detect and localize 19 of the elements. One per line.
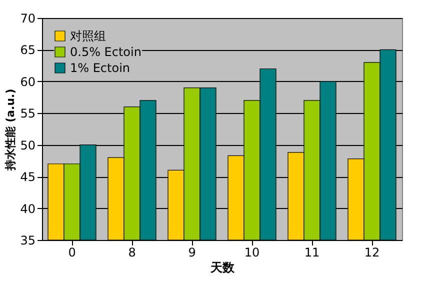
x-tick-label: 11 xyxy=(304,246,320,260)
x-tick-label: 10 xyxy=(244,246,260,260)
y-tick-label: 35 xyxy=(20,234,36,248)
y-tick-label: 50 xyxy=(20,138,36,152)
y-tick-label: 60 xyxy=(20,74,36,89)
x-tick-label: 12 xyxy=(364,246,380,260)
y-tick-label: 55 xyxy=(20,106,36,121)
y-tick-label: 70 xyxy=(20,12,36,26)
x-tick-label: 0 xyxy=(68,246,76,260)
y-tick-label: 65 xyxy=(20,43,36,58)
legend-label: 对照组 xyxy=(70,29,106,43)
x-tick-label: 8 xyxy=(128,246,136,260)
x-tick-label: 9 xyxy=(188,246,196,260)
y-tick-label: 45 xyxy=(20,170,36,184)
legend-label: 0.5% Ectoin xyxy=(70,45,142,59)
y-tick-label: 40 xyxy=(20,202,36,216)
x-axis-title: 天数 xyxy=(210,260,236,274)
y-axis-title: 持水性能 (a.u.) xyxy=(4,88,18,172)
legend-label: 1% Ectoin xyxy=(70,61,130,75)
